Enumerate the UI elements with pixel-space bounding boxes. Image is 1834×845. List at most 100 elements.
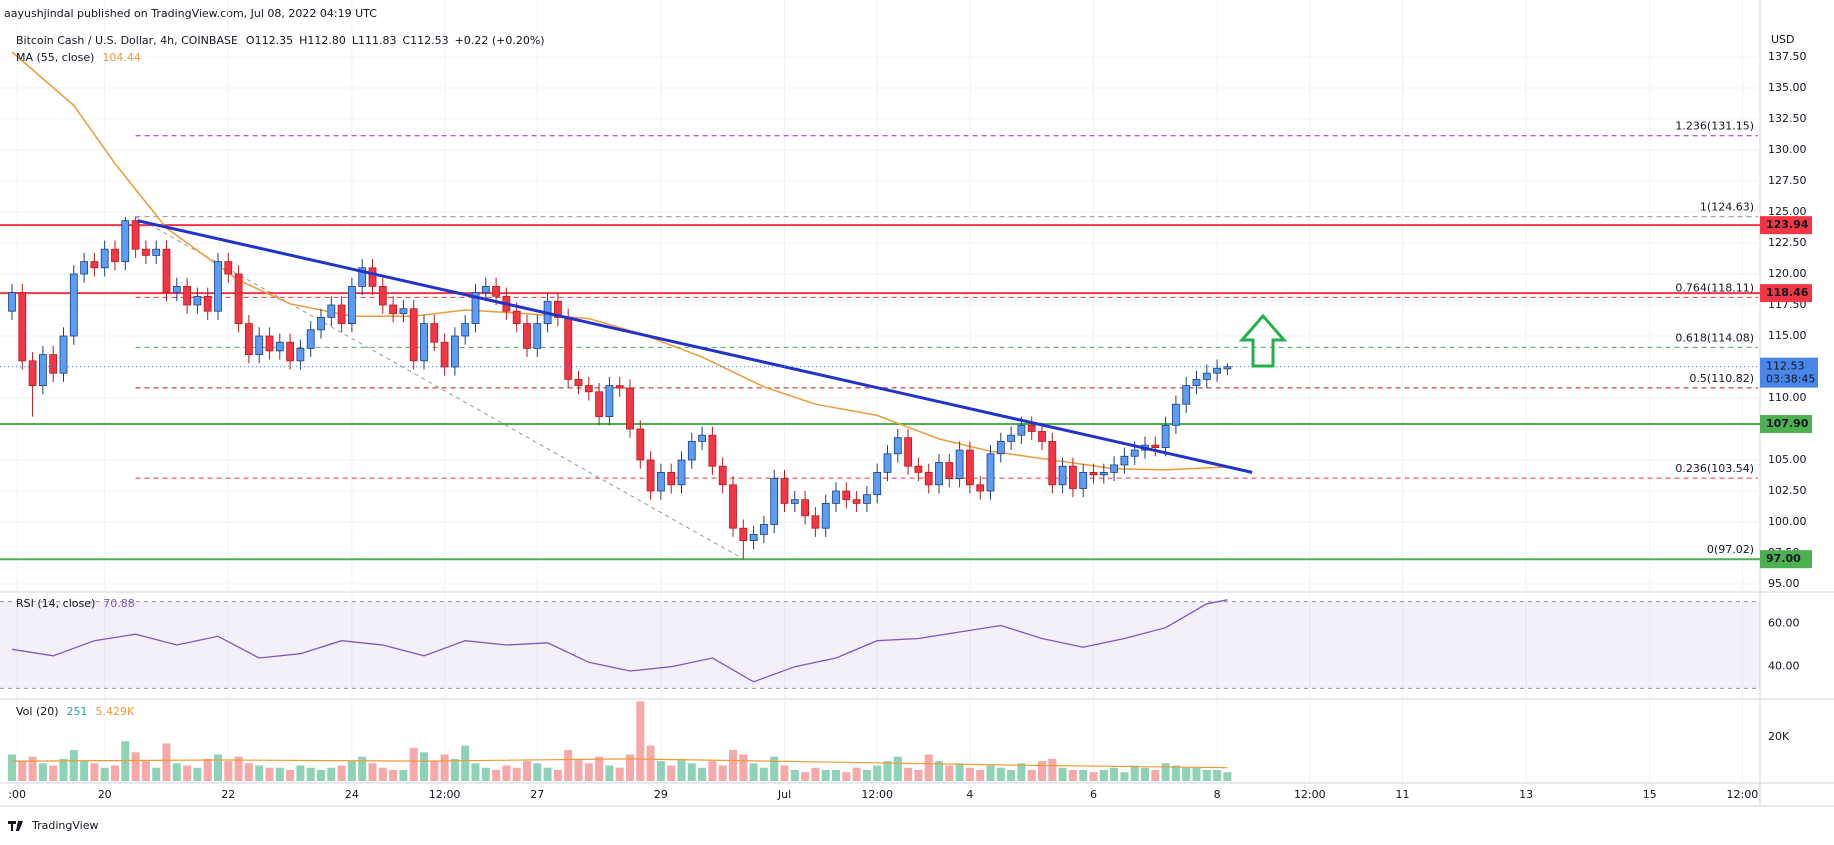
- candle-body: [976, 484, 985, 492]
- candle-body: [1069, 465, 1077, 489]
- x-tick-label: 22: [221, 788, 235, 801]
- candle-body: [966, 449, 974, 486]
- candle-body: [389, 304, 398, 315]
- candle-body: [8, 292, 16, 312]
- volume-bar: [1079, 769, 1088, 781]
- candle-body: [162, 248, 171, 293]
- volume-bar: [790, 769, 799, 781]
- volume-bar: [347, 761, 356, 781]
- candle-body: [430, 323, 439, 343]
- x-tick-label: :00: [8, 788, 26, 801]
- last-price-label: 112.53: [1766, 360, 1805, 373]
- level-box: [1760, 284, 1812, 303]
- candle-body: [440, 341, 449, 368]
- last-price-box: [1760, 357, 1818, 388]
- volume-bar: [378, 767, 387, 781]
- candle-body: [821, 502, 830, 529]
- candle-body: [1172, 403, 1180, 426]
- candle-body: [337, 304, 346, 325]
- candle-body: [523, 323, 531, 349]
- volume-bar: [1058, 767, 1067, 781]
- volume-bar: [1130, 765, 1139, 781]
- volume-bar: [1110, 767, 1119, 781]
- volume-bar: [306, 767, 315, 781]
- change: +0.22 (+0.20%): [455, 34, 545, 47]
- candle-body: [214, 261, 222, 312]
- volume-bar: [553, 769, 562, 781]
- volume-bar: [121, 741, 130, 781]
- candle-body: [59, 335, 68, 374]
- volume-bar: [873, 765, 882, 781]
- candle-body: [49, 354, 58, 374]
- candle-body: [492, 285, 501, 297]
- candle-body: [584, 385, 593, 393]
- candle-body: [636, 428, 645, 461]
- ma-legend: MA (55, close) 104.44: [16, 51, 141, 64]
- volume-bar: [615, 767, 624, 781]
- volume-bar: [481, 767, 490, 781]
- candle-body: [863, 494, 871, 504]
- x-tick-label: 12:00: [1294, 788, 1326, 801]
- fib-label: 1.236(131.15): [1675, 120, 1754, 133]
- volume-bar: [214, 754, 222, 781]
- volume-bar: [821, 769, 830, 781]
- volume-bar: [255, 765, 264, 781]
- candle-body: [646, 459, 655, 492]
- volume-bar: [1027, 769, 1036, 781]
- candle-body: [1027, 424, 1036, 432]
- volume-bar: [275, 767, 284, 781]
- rsi-band: [0, 601, 1760, 689]
- candle-body: [69, 273, 78, 337]
- volume-bar: [440, 754, 449, 781]
- candle-body: [450, 335, 459, 368]
- volume-bar: [935, 761, 943, 781]
- y-tick-label: 120.00: [1768, 267, 1807, 280]
- candle-body: [1120, 455, 1129, 466]
- fib-label: 0.618(114.08): [1675, 331, 1754, 344]
- volume-bar: [595, 756, 604, 781]
- volume-bar: [770, 756, 779, 781]
- x-tick-label: 27: [530, 788, 544, 801]
- ohlc: L111.83: [352, 34, 397, 47]
- volume-bar: [842, 772, 851, 781]
- x-tick-label: Jul: [777, 788, 791, 801]
- x-tick-label: 29: [654, 788, 668, 801]
- candle-body: [842, 490, 851, 501]
- volume-bar: [893, 756, 902, 781]
- candle-body: [986, 453, 995, 492]
- volume-bar: [1182, 767, 1191, 781]
- y-tick-label: 135.00: [1768, 81, 1807, 94]
- candle-body: [873, 471, 882, 496]
- candle-body: [80, 261, 88, 275]
- candle-body: [832, 490, 840, 504]
- rsi-line: [11, 599, 1228, 683]
- candle-body: [512, 310, 521, 325]
- volume-bar: [502, 765, 511, 781]
- candle-body: [955, 449, 964, 479]
- volume-bar: [183, 765, 192, 781]
- candle-body: [1182, 385, 1191, 405]
- candle-body: [790, 499, 799, 504]
- level-box: [1760, 550, 1812, 569]
- candle-body: [595, 391, 603, 417]
- volume-bar: [1213, 769, 1222, 781]
- candle-body: [317, 316, 325, 331]
- volume-bar: [656, 761, 665, 781]
- candle-body: [883, 453, 892, 473]
- currency: USD: [1771, 33, 1795, 46]
- symbol: Bitcoin Cash / U.S. Dollar, 4h, COINBASE: [16, 34, 238, 47]
- volume-bar: [18, 761, 27, 781]
- candle-body: [193, 295, 202, 306]
- candle-body: [893, 437, 902, 455]
- volume-bar: [90, 763, 99, 781]
- candle-body: [760, 524, 768, 535]
- volume-bar: [687, 763, 696, 781]
- volume-bar: [100, 767, 109, 781]
- volume-bar: [811, 767, 820, 781]
- volume-bar: [1068, 769, 1077, 781]
- volume-bar: [605, 765, 614, 781]
- volume-bar: [533, 763, 542, 781]
- volume-bar: [1048, 758, 1057, 781]
- level-label: 118.46: [1766, 286, 1809, 299]
- volume-bar: [1151, 769, 1160, 781]
